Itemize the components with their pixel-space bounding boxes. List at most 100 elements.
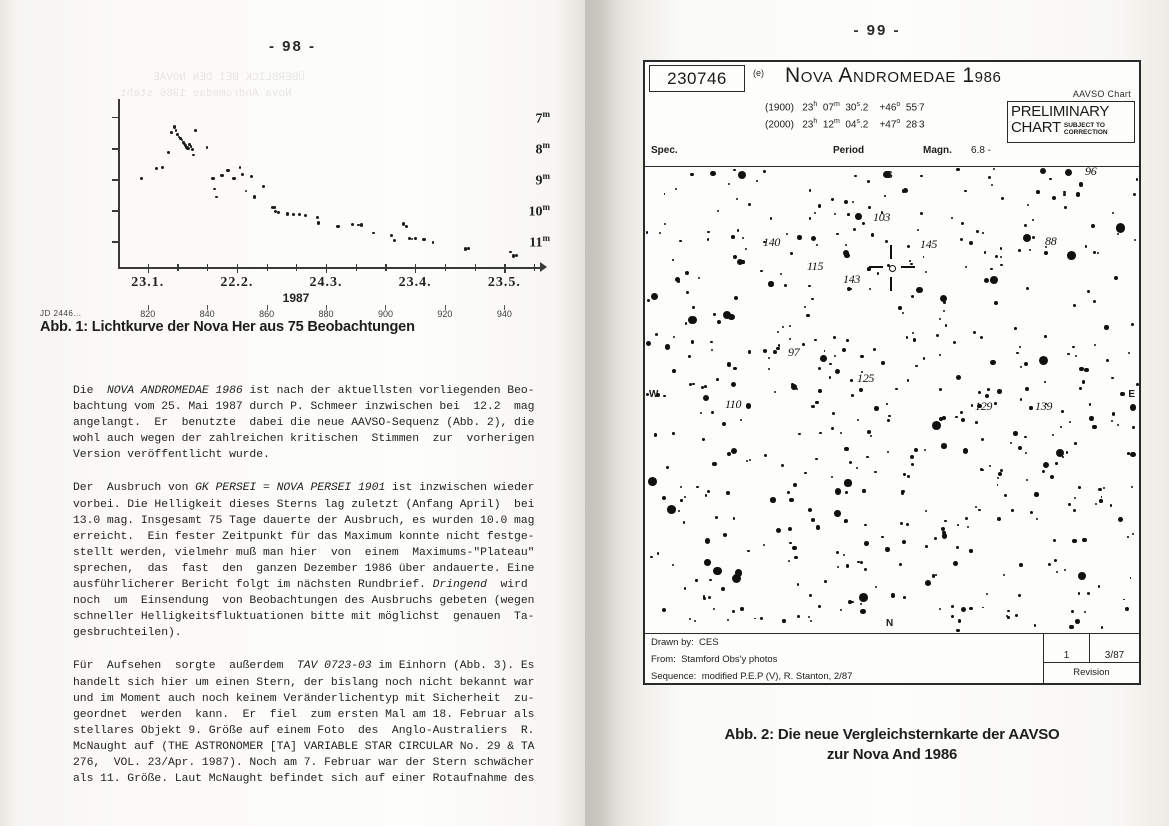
star xyxy=(688,316,697,325)
star xyxy=(1054,559,1057,562)
star xyxy=(923,256,925,258)
star xyxy=(956,168,960,172)
x-axis-year-label: 1987 xyxy=(283,291,310,305)
star xyxy=(1069,421,1071,423)
star xyxy=(748,350,751,353)
star xyxy=(1084,368,1088,372)
star xyxy=(814,339,816,341)
comparison-star xyxy=(797,235,802,240)
star xyxy=(776,347,779,350)
star xyxy=(984,251,986,253)
star xyxy=(997,477,999,479)
star xyxy=(1027,204,1029,206)
comparison-star-label: 145 xyxy=(920,237,937,252)
star xyxy=(809,217,811,219)
y-tick xyxy=(112,148,120,150)
data-point xyxy=(317,221,320,224)
star xyxy=(1025,452,1027,454)
star xyxy=(740,607,743,610)
star xyxy=(939,354,941,356)
star xyxy=(735,576,737,578)
star xyxy=(1044,381,1046,383)
star xyxy=(1072,539,1077,544)
data-point xyxy=(206,146,209,149)
star xyxy=(834,510,841,517)
star xyxy=(711,349,713,351)
star xyxy=(707,238,710,241)
star xyxy=(844,447,849,452)
star xyxy=(1130,452,1135,457)
star xyxy=(702,438,704,440)
star xyxy=(840,609,842,611)
star xyxy=(715,516,718,519)
text-line: vorbei. Die Helligkeit dieses Sterns lag… xyxy=(73,497,548,513)
star xyxy=(1032,236,1035,239)
star xyxy=(1079,182,1083,186)
star xyxy=(1132,533,1134,535)
text-line: als 11. Größe. Laut McNaught befindet si… xyxy=(73,771,548,787)
star xyxy=(1007,610,1009,612)
text-line: Die NOVA ANDROMEDAE 1986 ist nach der ak… xyxy=(73,383,548,399)
star xyxy=(704,559,711,566)
y-tick xyxy=(112,210,120,212)
star xyxy=(696,486,699,489)
data-point xyxy=(253,195,256,198)
star xyxy=(798,433,801,436)
x-tick xyxy=(237,264,238,273)
x-tick xyxy=(415,264,416,273)
star xyxy=(736,198,738,200)
star xyxy=(833,336,836,339)
x-tick-label: 24.3. xyxy=(310,275,343,291)
star xyxy=(1063,193,1066,196)
star xyxy=(749,459,751,461)
star xyxy=(709,579,711,581)
comparison-star xyxy=(855,213,862,220)
star xyxy=(789,325,791,327)
star xyxy=(1010,442,1012,444)
data-point xyxy=(390,234,393,237)
star xyxy=(837,566,839,568)
star xyxy=(843,554,845,556)
star xyxy=(998,472,1002,476)
star xyxy=(864,541,869,546)
star xyxy=(957,524,959,526)
star xyxy=(1000,264,1003,267)
star xyxy=(712,462,716,466)
text-line: noch um Einsendung von Beobachtungen des… xyxy=(73,593,548,609)
star xyxy=(965,266,967,268)
star xyxy=(898,306,901,309)
y-axis xyxy=(118,99,120,269)
star xyxy=(804,306,806,308)
star xyxy=(692,306,694,308)
spec-label: Spec. xyxy=(651,145,678,156)
star xyxy=(675,188,677,190)
star xyxy=(763,349,767,353)
star xyxy=(831,198,833,200)
subject-to-correction-note: SUBJECT TO CORRECTION xyxy=(1064,122,1108,136)
star xyxy=(672,369,676,373)
comparison-star xyxy=(997,389,1002,394)
star xyxy=(731,448,737,454)
star xyxy=(856,467,858,469)
star xyxy=(986,593,988,595)
star xyxy=(1104,325,1108,329)
jd-axis-prefix: JD 2446... xyxy=(40,309,81,318)
star xyxy=(1000,247,1003,250)
star xyxy=(851,601,854,604)
star xyxy=(1078,572,1086,580)
star xyxy=(862,489,865,492)
star xyxy=(1034,624,1036,626)
star xyxy=(809,189,812,192)
left-page-number: - 98 - xyxy=(0,38,585,55)
figure2-caption-line1: Abb. 2: Die neue Vergleichsternkarte der… xyxy=(643,725,1141,745)
star xyxy=(1029,406,1032,409)
y-tick xyxy=(112,117,120,119)
data-point xyxy=(262,185,265,188)
star xyxy=(1087,290,1090,293)
star xyxy=(701,386,704,389)
text-line: erreicht. Ein fester Zeitpunkt für das M… xyxy=(73,529,548,545)
star xyxy=(925,271,927,273)
star xyxy=(664,193,666,195)
star xyxy=(733,169,736,172)
text-line: geordnet werden kann. Er fiel zum ersten… xyxy=(73,707,548,723)
